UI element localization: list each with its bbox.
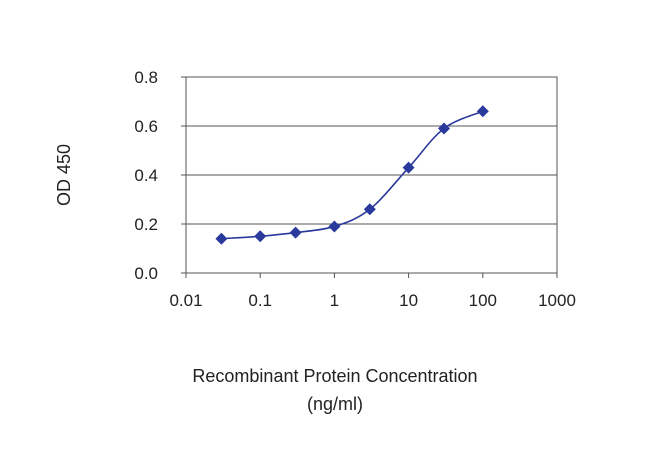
y-tick-label: 0.2: [134, 215, 158, 234]
data-point: [402, 161, 415, 174]
data-point: [254, 230, 267, 243]
data-point: [328, 220, 341, 233]
series-points: [215, 105, 489, 245]
data-point: [289, 226, 302, 239]
x-axis-label-unit: (ng/ml): [307, 394, 363, 414]
y-tick-label: 0.8: [134, 68, 158, 87]
data-point: [476, 105, 489, 118]
y-tick-label: 0.0: [134, 264, 158, 283]
x-tick-label: 0.1: [248, 291, 272, 310]
data-point: [363, 203, 376, 216]
y-axis-ticks: 0.0 0.2 0.4 0.6 0.8: [134, 68, 186, 283]
x-tick-label: 1000: [538, 291, 576, 310]
x-axis-label: Recombinant Protein Concentration: [192, 366, 477, 386]
y-axis-label: OD 450: [54, 144, 74, 206]
x-axis-ticks: 0.01 0.1 1 10 100 1000: [169, 273, 576, 310]
y-tick-label: 0.4: [134, 166, 158, 185]
data-point: [215, 232, 228, 245]
grid-lines: [186, 125, 557, 225]
x-tick-label: 1: [330, 291, 339, 310]
x-tick-label: 10: [399, 291, 418, 310]
x-tick-label: 0.01: [169, 291, 202, 310]
y-tick-label: 0.6: [134, 117, 158, 136]
x-tick-label: 100: [469, 291, 497, 310]
data-point: [438, 122, 451, 135]
